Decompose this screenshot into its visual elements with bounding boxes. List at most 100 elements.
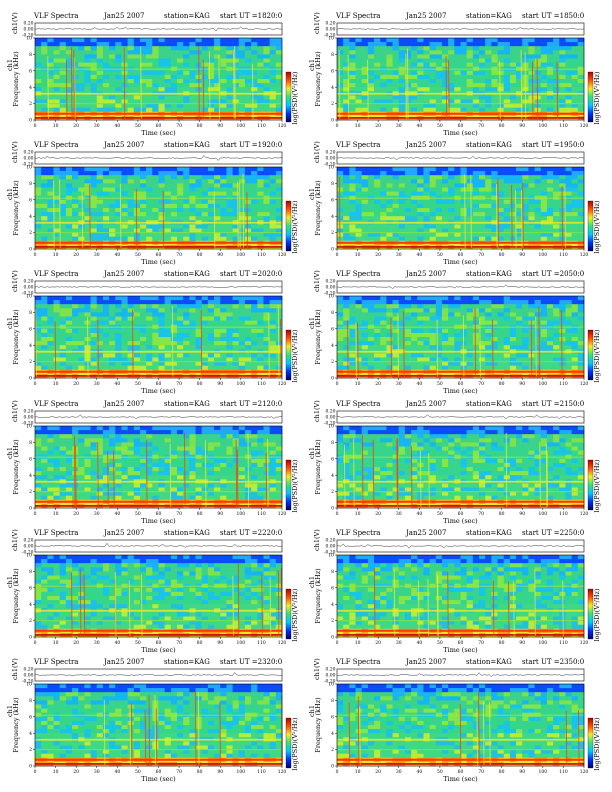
spectrogram-cell <box>485 95 492 100</box>
spectrogram-cell <box>392 216 399 221</box>
spectrogram-cell <box>448 83 455 88</box>
spectrogram-cell <box>152 183 159 188</box>
spectrogram-cell <box>90 107 97 112</box>
spectrogram-cell <box>232 46 239 51</box>
spectrogram-cell <box>244 50 252 55</box>
spectrogram-cell <box>522 300 529 305</box>
spectrogram-cell <box>386 208 393 213</box>
spectrogram-cell <box>226 103 233 108</box>
spectrogram-cell <box>84 300 91 305</box>
spectrogram-cell <box>577 175 585 180</box>
spectrogram-cell <box>232 316 239 321</box>
spectrogram-cell <box>238 58 246 63</box>
spectrogram-cell <box>516 224 523 229</box>
spectrogram-cell <box>251 203 258 209</box>
spectrogram-cell <box>127 296 135 301</box>
spectrogram-panel: VLF Spectra Jan25 2007 station=KAG start UT… <box>6 12 300 138</box>
spectrogram-cell <box>528 70 535 76</box>
spectrogram-cell <box>448 95 455 100</box>
spectrogram-cell <box>189 46 196 51</box>
spectrogram-cell <box>238 187 246 192</box>
spectrogram-cell <box>127 308 135 313</box>
spectrogram-cell <box>152 208 159 213</box>
spectrogram-cell <box>115 199 122 205</box>
spectrogram-cell <box>263 46 270 51</box>
spectrogram-cell <box>565 83 572 88</box>
spectrogram-cell <box>238 107 246 112</box>
spectrogram-cell <box>251 171 258 176</box>
spectrogram-cell <box>429 216 437 221</box>
spectrogram-cell <box>392 171 399 176</box>
spectrogram-cell <box>577 62 585 67</box>
spectrogram-cell <box>78 304 85 309</box>
spectrogram-cell <box>226 345 233 350</box>
spectrogram-cell <box>244 212 252 217</box>
spectrogram-cell <box>269 320 277 325</box>
spectrogram-cell <box>540 345 548 350</box>
spectrogram-cell <box>503 167 511 172</box>
spectrogram-cell <box>220 203 227 209</box>
spectrogram-cell <box>516 304 523 309</box>
spectrogram-cell <box>146 308 153 313</box>
spectrogram-cell <box>466 42 474 47</box>
spectrogram-cell <box>195 320 202 325</box>
spectrogram-cell <box>392 62 399 67</box>
spectrogram-cell <box>207 320 215 325</box>
spectrogram-cell <box>72 228 79 233</box>
spectrogram-cell <box>59 308 67 313</box>
spectrogram-cell <box>553 79 560 84</box>
spectrogram-cell <box>411 328 418 334</box>
spectrogram-cell <box>497 328 504 334</box>
spectrogram-cell <box>577 46 585 51</box>
spectrogram-cell <box>59 87 67 92</box>
spectrogram-cell <box>553 62 560 67</box>
spectrogram-cell <box>65 199 73 205</box>
spectrogram-cell <box>534 70 541 76</box>
spectrogram-cell <box>115 74 122 80</box>
spectrogram-cell <box>133 42 141 47</box>
spectrum-band <box>337 92 584 95</box>
spectrogram-cell <box>392 300 399 305</box>
spectrogram-cell <box>441 345 449 350</box>
spectrogram-cell <box>102 87 110 92</box>
spectrogram-cell <box>183 320 190 325</box>
spectrogram-cell <box>367 320 375 325</box>
spectrogram-cell <box>189 308 196 313</box>
spectrogram-cell <box>423 167 430 172</box>
spectrogram-cell <box>559 70 566 76</box>
spectrogram-cell <box>177 224 184 229</box>
spectrogram-cell <box>349 58 356 63</box>
spectrogram-cell <box>139 83 147 88</box>
spectrogram-cell <box>411 83 418 88</box>
spectrogram-cell <box>540 216 548 221</box>
x-axis-label: Time (sec) <box>141 387 176 395</box>
spectrogram-cell <box>503 228 511 233</box>
spectrogram-cell <box>146 296 153 301</box>
spectrogram-cell <box>72 312 79 317</box>
spectrogram-cell <box>404 171 412 176</box>
low-frequency-band <box>337 117 584 119</box>
spectrogram-cell <box>146 74 153 80</box>
spectrogram-cell <box>380 74 387 80</box>
spectrogram-cell <box>78 107 85 112</box>
spectrogram-cell <box>485 304 492 309</box>
ch1-tick-label: 0.00 <box>325 27 335 33</box>
spectrogram-cell <box>47 62 54 67</box>
spectrogram-cell <box>121 332 128 338</box>
spectrogram-cell <box>472 99 480 104</box>
spectrogram-cell <box>497 212 504 217</box>
spectrogram-cell <box>491 58 498 63</box>
spectrogram-cell <box>355 167 362 172</box>
spectrogram-cell <box>423 95 430 100</box>
spectrogram-cell <box>349 312 356 317</box>
spectrogram-cell <box>78 42 85 47</box>
spectrogram-cell <box>404 320 412 325</box>
spectrogram-cell <box>349 46 356 51</box>
y-tick-label: 8 <box>29 310 32 316</box>
x-tick-label: 80 <box>499 123 505 129</box>
sferic-streak <box>405 53 407 119</box>
spectrogram-cell <box>423 312 430 317</box>
spectrogram-cell <box>491 70 498 76</box>
spectrogram-cell <box>127 228 135 233</box>
spectrogram-cell <box>170 345 178 350</box>
